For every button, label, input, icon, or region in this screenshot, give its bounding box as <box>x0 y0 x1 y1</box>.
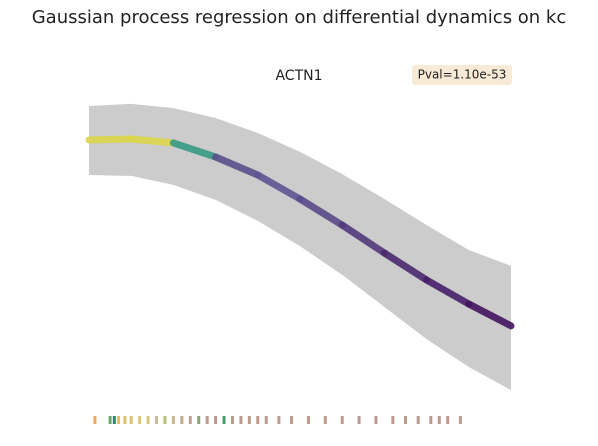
mean-segment <box>338 221 388 257</box>
mean-segment <box>423 276 473 308</box>
mean-segment <box>254 171 304 203</box>
mean-segment <box>169 139 220 161</box>
mean-segment <box>127 135 177 147</box>
mean-segment <box>380 249 431 284</box>
mean-segment <box>296 195 346 229</box>
chart-title: Gaussian process regression on different… <box>32 7 567 28</box>
mean-segment <box>465 300 515 330</box>
confidence-band <box>89 103 511 391</box>
annotation: Pval=1.10e-53 <box>418 68 507 82</box>
chart-subtitle: ACTN1 <box>275 68 322 84</box>
mean-segment <box>212 153 262 179</box>
mean-segment <box>85 135 135 144</box>
annotation-box <box>412 65 512 85</box>
